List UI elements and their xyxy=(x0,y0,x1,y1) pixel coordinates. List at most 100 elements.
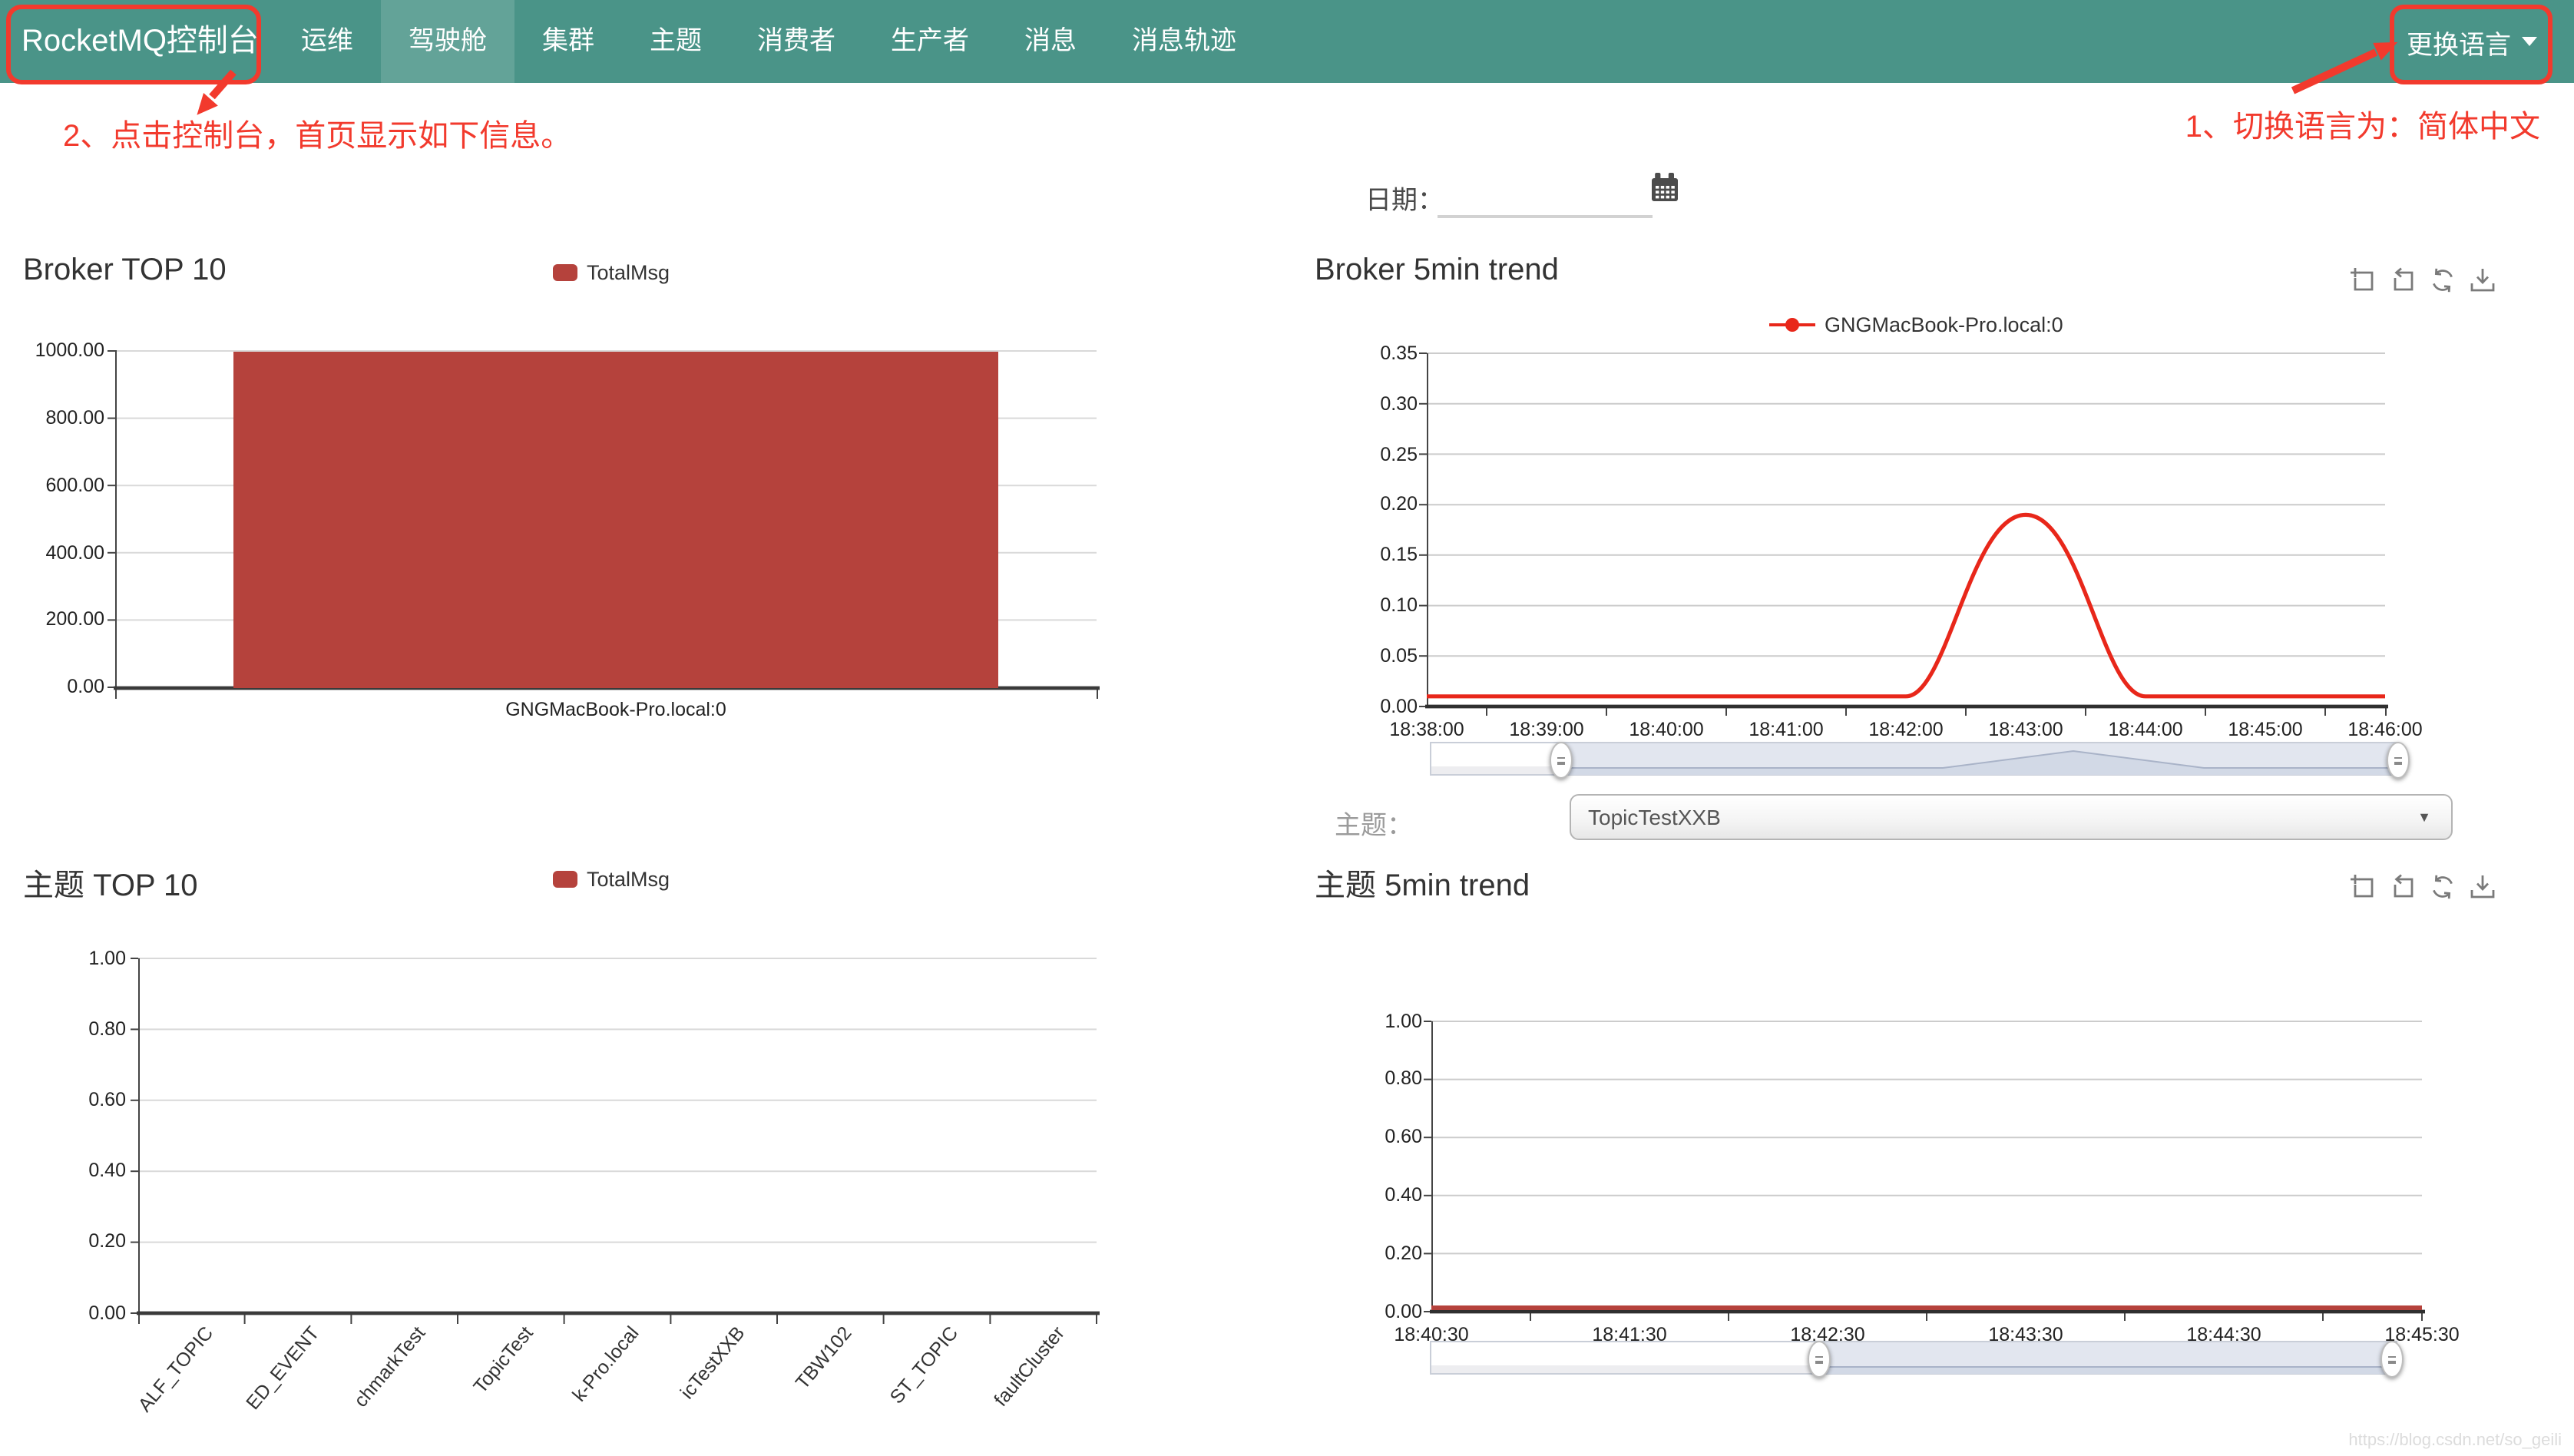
save-as-image-icon[interactable] xyxy=(2470,267,2496,293)
y-tick: 600.00 xyxy=(45,475,104,496)
broker-top10-category-label: GNGMacBook-Pro.local:0 xyxy=(505,699,726,720)
broker-trend-legend[interactable]: GNGMacBook-Pro.local:0 xyxy=(1769,313,2063,336)
y-tick: 0.00 xyxy=(1385,1301,1422,1322)
category-label: ALF_TOPIC xyxy=(138,1322,218,1416)
legend-label: TotalMsg xyxy=(587,261,670,284)
broker-trend-toolbox xyxy=(2350,267,2496,293)
y-tick: 0.35 xyxy=(1380,342,1418,364)
nav-item-consumer[interactable]: 消费者 xyxy=(757,26,835,55)
y-tick: 0.10 xyxy=(1380,594,1418,616)
nav-menu: 运维 驾驶舱 集群 主题 消费者 生产者 消息 消息轨迹 xyxy=(273,0,1264,83)
x-tick: 18:45:00 xyxy=(2228,719,2303,740)
y-tick: 0.25 xyxy=(1380,444,1418,465)
datazoom-right-handle[interactable] xyxy=(2380,1341,2403,1378)
topic-top10-category-labels: ALF_TOPIC ED_EVENT chmarkTest TopicTest … xyxy=(138,1316,1106,1424)
date-input[interactable] xyxy=(1438,178,1653,218)
y-tick: 0.80 xyxy=(88,1018,126,1040)
nav-item-message-trace[interactable]: 消息轨迹 xyxy=(1132,26,1236,55)
nav-item-topic[interactable]: 主题 xyxy=(650,26,702,55)
nav-item-message[interactable]: 消息 xyxy=(1024,26,1077,55)
broker-top10-bar[interactable] xyxy=(233,351,998,687)
topic-trend-datazoom-track[interactable] xyxy=(1430,1341,2397,1375)
refresh-icon[interactable] xyxy=(2430,267,2456,293)
y-tick: 0.40 xyxy=(88,1160,126,1181)
category-label: TBW102 xyxy=(792,1322,857,1394)
category-label: chmarkTest xyxy=(349,1322,430,1411)
y-tick: 0.00 xyxy=(88,1302,126,1324)
broker-top10-legend[interactable]: TotalMsg xyxy=(553,261,670,284)
broker-top10-title: Broker TOP 10 xyxy=(23,253,227,287)
legend-label: GNGMacBook-Pro.local:0 xyxy=(1825,313,2063,336)
y-tick: 0.80 xyxy=(1385,1067,1422,1089)
y-tick: 0.15 xyxy=(1380,544,1418,565)
y-tick: 0.20 xyxy=(88,1230,126,1252)
category-label: TopicTest xyxy=(469,1322,538,1398)
line-series-icon xyxy=(1769,318,1815,332)
y-tick: 0.60 xyxy=(88,1089,126,1110)
select-caret-icon: ▼ xyxy=(2417,809,2431,825)
refresh-icon[interactable] xyxy=(2430,874,2456,900)
broker-trend-title: Broker 5min trend xyxy=(1315,253,1559,287)
chevron-down-icon xyxy=(2522,37,2537,46)
y-tick: 0.30 xyxy=(1380,393,1418,415)
topic-trend-grid xyxy=(1424,1021,2425,1321)
app-title[interactable]: RocketMQ控制台 xyxy=(22,25,259,58)
zoom-select-icon[interactable] xyxy=(2350,267,2376,293)
x-tick: 18:38:00 xyxy=(1389,719,1464,740)
annotation-step1-text: 1、切换语言为：简体中文 xyxy=(2185,111,2540,144)
save-as-image-icon[interactable] xyxy=(2470,874,2496,900)
y-tick: 0.00 xyxy=(67,676,104,697)
category-label: icTestXXB xyxy=(676,1322,749,1404)
broker-trend-series-line xyxy=(1427,512,2385,699)
y-tick: 0.40 xyxy=(1385,1184,1422,1206)
topic-trend-toolbox xyxy=(2350,874,2496,900)
datazoom-left-handle[interactable] xyxy=(1549,742,1572,779)
y-tick: 1.00 xyxy=(1385,1011,1422,1032)
x-tick: 18:41:00 xyxy=(1749,719,1824,740)
legend-swatch-totalmsg xyxy=(553,264,577,281)
topic-top10-grid xyxy=(131,958,1100,1324)
date-filter-label: 日期： xyxy=(1365,186,1444,215)
x-tick: 18:42:30 xyxy=(1790,1324,1865,1345)
zoom-select-icon[interactable] xyxy=(2350,874,2376,900)
legend-label: TotalMsg xyxy=(587,868,670,891)
broker-trend-datazoom-track[interactable] xyxy=(1430,742,2399,776)
nav-item-producer[interactable]: 生产者 xyxy=(891,26,969,55)
topic-filter-label: 主题： xyxy=(1335,811,1413,840)
nav-item-cluster[interactable]: 集群 xyxy=(542,26,594,55)
change-language-menu[interactable]: 更换语言 xyxy=(2407,0,2537,83)
x-tick: 18:43:30 xyxy=(1988,1324,2063,1345)
restore-icon[interactable] xyxy=(2390,267,2416,293)
datazoom-unselected xyxy=(1431,1342,1818,1373)
datazoom-right-handle[interactable] xyxy=(2386,742,2409,779)
y-tick: 200.00 xyxy=(45,608,104,630)
topic-top10-legend[interactable]: TotalMsg xyxy=(553,868,670,891)
datazoom-left-handle[interactable] xyxy=(1807,1341,1830,1378)
topic-select[interactable]: TopicTestXXB ▼ xyxy=(1570,794,2453,840)
change-language-label: 更换语言 xyxy=(2407,30,2511,59)
x-tick: 18:40:00 xyxy=(1629,719,1704,740)
category-label: faultCluster xyxy=(989,1322,1069,1411)
annotation-step2-text: 2、点击控制台，首页显示如下信息。 xyxy=(63,120,572,154)
category-label: k-Pro.local xyxy=(568,1322,644,1406)
topic-trend-title: 主题 5min trend xyxy=(1315,869,1530,903)
x-tick: 18:46:00 xyxy=(2347,719,2423,740)
broker-trend-grid xyxy=(1419,352,2388,716)
x-tick: 18:40:30 xyxy=(1394,1324,1469,1345)
x-tick: 18:41:30 xyxy=(1592,1324,1667,1345)
y-tick: 800.00 xyxy=(45,407,104,429)
calendar-icon[interactable] xyxy=(1651,172,1679,210)
restore-icon[interactable] xyxy=(2390,874,2416,900)
legend-swatch-totalmsg xyxy=(553,871,577,888)
x-tick: 18:45:30 xyxy=(2384,1324,2460,1345)
x-tick: 18:44:00 xyxy=(2108,719,2183,740)
x-tick: 18:43:00 xyxy=(1988,719,2063,740)
nav-item-ops[interactable]: 运维 xyxy=(301,26,353,55)
y-tick: 400.00 xyxy=(45,542,104,564)
category-label: ST_TOPIC xyxy=(885,1322,963,1408)
y-tick: 0.20 xyxy=(1380,493,1418,515)
y-tick: 0.60 xyxy=(1385,1126,1422,1147)
y-tick: 0.05 xyxy=(1380,645,1418,667)
nav-item-dashboard[interactable]: 驾驶舱 xyxy=(381,0,514,83)
